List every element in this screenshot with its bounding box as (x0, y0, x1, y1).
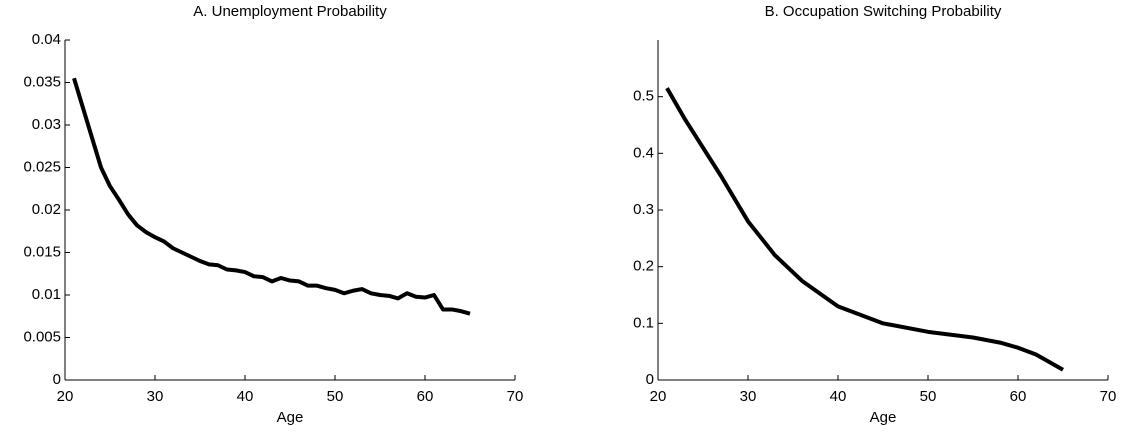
x-tick-label: 60 (417, 388, 434, 405)
y-tick-label: 0.2 (633, 258, 654, 275)
y-tick-label: 0.025 (23, 158, 61, 175)
y-tick-label: 0.04 (32, 31, 61, 48)
x-tick-label: 70 (507, 388, 524, 405)
y-tick-label: 0.015 (23, 243, 61, 260)
y-tick-label: 0.03 (32, 116, 61, 133)
y-tick-label: 0.1 (633, 314, 654, 331)
y-tick-label: 0.035 (23, 73, 61, 90)
y-tick-label: 0.01 (32, 286, 61, 303)
y-tick-label: 0.02 (32, 201, 61, 218)
y-tick-label: 0.3 (633, 201, 654, 218)
y-tick-label: 0.005 (23, 328, 61, 345)
x-axis-label: Age (870, 409, 897, 426)
data-line (665, 87, 1064, 372)
x-tick-label: 40 (237, 388, 254, 405)
x-tick-label: 20 (57, 388, 74, 405)
x-tick-label: 50 (327, 388, 344, 405)
x-tick-label: 60 (1010, 388, 1027, 405)
x-tick-label: 40 (830, 388, 847, 405)
x-tick-label: 30 (740, 388, 757, 405)
x-axis-label: Age (277, 409, 304, 426)
y-tick-label: 0 (53, 371, 61, 388)
chart-title: A. Unemployment Probability (193, 3, 387, 20)
x-tick-label: 20 (650, 388, 667, 405)
x-tick-label: 50 (920, 388, 937, 405)
y-tick-label: 0.5 (633, 88, 654, 105)
x-tick-label: 70 (1100, 388, 1117, 405)
chart-title: B. Occupation Switching Probability (765, 3, 1002, 20)
data-line (72, 77, 471, 316)
y-tick-label: 0.4 (633, 144, 654, 161)
x-tick-label: 30 (147, 388, 164, 405)
y-tick-label: 0 (646, 371, 654, 388)
